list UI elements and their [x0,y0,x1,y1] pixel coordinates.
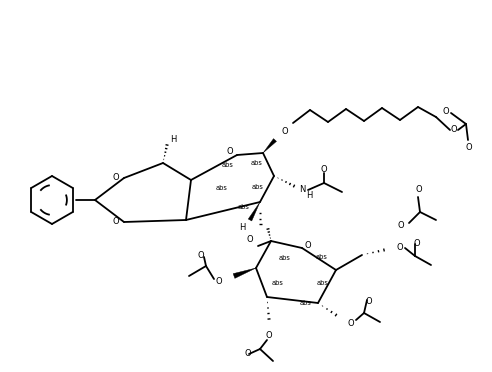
Text: O: O [113,218,120,227]
Polygon shape [263,139,277,153]
Text: O: O [451,125,457,135]
Text: abs: abs [317,280,329,286]
Text: O: O [416,186,422,195]
Text: O: O [366,298,372,307]
Text: O: O [305,241,311,250]
Text: O: O [245,350,251,359]
Text: H: H [239,224,245,232]
Text: O: O [398,221,404,230]
Text: O: O [227,148,233,157]
Text: N: N [299,186,305,195]
Text: O: O [414,238,420,247]
Text: abs: abs [316,254,328,260]
Text: O: O [321,164,327,173]
Text: abs: abs [238,204,250,210]
Text: O: O [113,173,120,183]
Text: abs: abs [216,185,228,191]
Text: abs: abs [251,160,263,166]
Text: abs: abs [272,280,284,286]
Polygon shape [248,202,260,221]
Text: H: H [306,190,312,199]
Text: O: O [466,144,472,153]
Text: O: O [246,235,253,244]
Text: O: O [397,244,403,253]
Text: abs: abs [300,300,312,306]
Text: O: O [266,330,272,340]
Text: abs: abs [222,162,234,168]
Text: H: H [170,135,176,144]
Text: abs: abs [279,255,291,261]
Polygon shape [233,268,256,278]
Text: O: O [215,276,222,285]
Text: O: O [443,106,449,115]
Text: O: O [198,250,204,260]
Text: O: O [282,128,288,137]
Text: O: O [348,318,354,327]
Text: abs: abs [252,184,264,190]
